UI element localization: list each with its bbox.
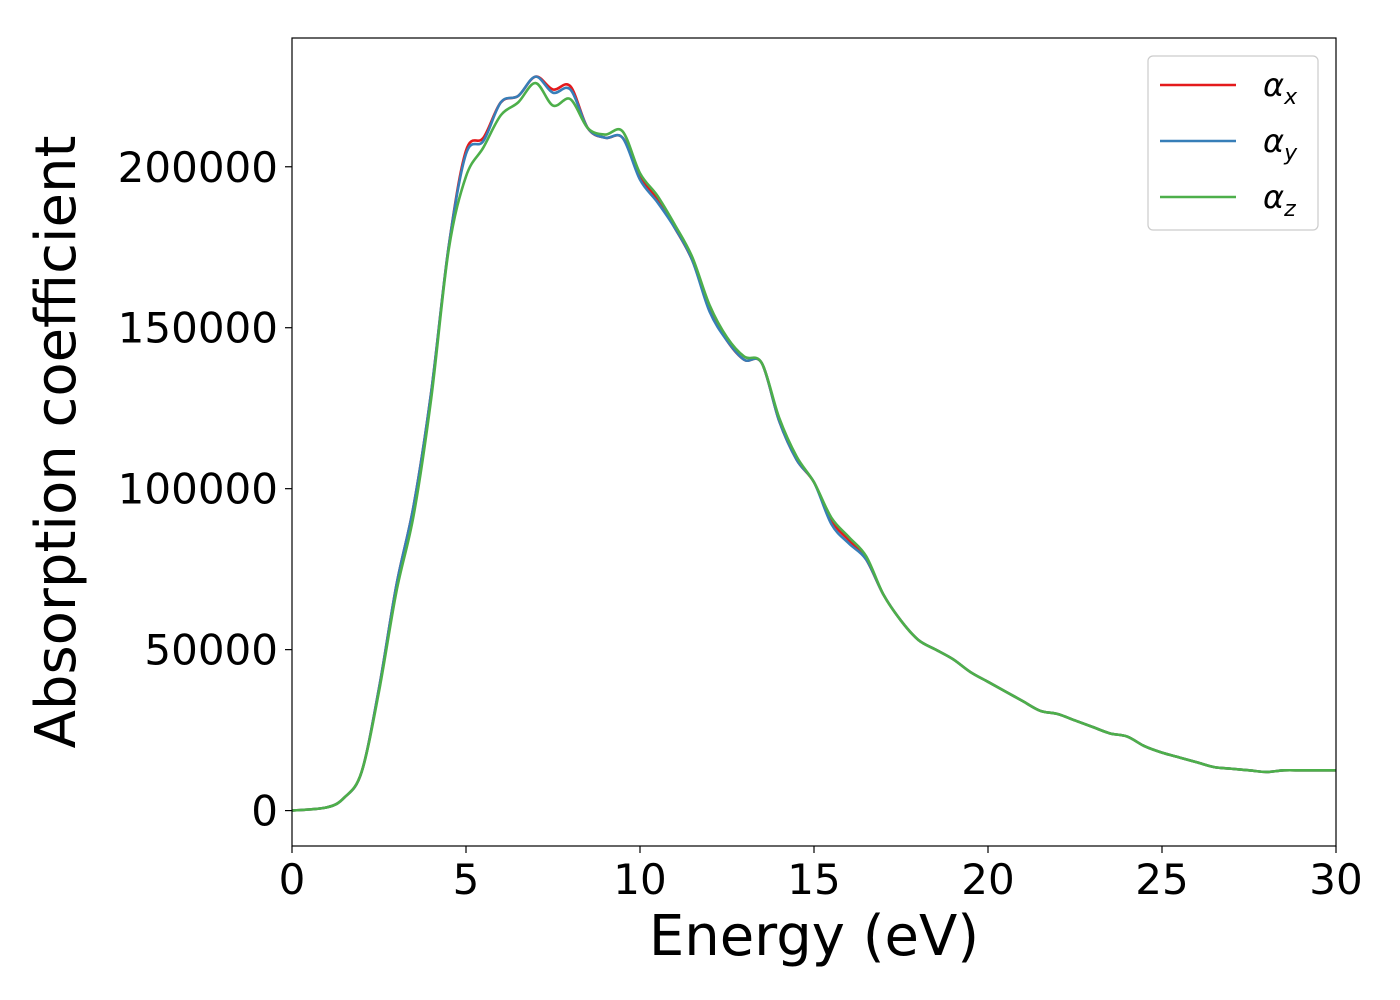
- x-tick-label: 20: [961, 855, 1014, 904]
- y-tick-label: 0: [251, 787, 278, 836]
- legend-frame: [1147, 55, 1319, 231]
- legend-entry-label: αx: [1263, 66, 1298, 110]
- y-tick-label: 200000: [118, 143, 278, 192]
- legend-entry-label: αz: [1263, 178, 1296, 222]
- series-line-α-z: [291, 81, 1336, 812]
- x-tick-label: 10: [613, 855, 666, 904]
- y-axis-title: Absorption coefficient: [24, 136, 89, 749]
- y-tick-label: 100000: [118, 465, 278, 514]
- x-tick-label: 0: [279, 855, 306, 904]
- x-tick-label: 5: [453, 855, 480, 904]
- legend-entry-label: αy: [1263, 122, 1298, 166]
- x-tick-label: 25: [1135, 855, 1188, 904]
- x-tick-label: 30: [1309, 855, 1362, 904]
- x-axis-title: Energy (eV): [649, 904, 979, 969]
- x-tick-label: 15: [787, 855, 840, 904]
- y-tick-label: 150000: [118, 304, 278, 353]
- series-layer: [291, 75, 1336, 812]
- ticks-layer: 0 5 10 15 20 25 30 0 50000 100000 150000 200000: [118, 143, 1363, 904]
- y-tick-label: 50000: [144, 626, 278, 675]
- legend: αx αy αz: [1147, 55, 1319, 231]
